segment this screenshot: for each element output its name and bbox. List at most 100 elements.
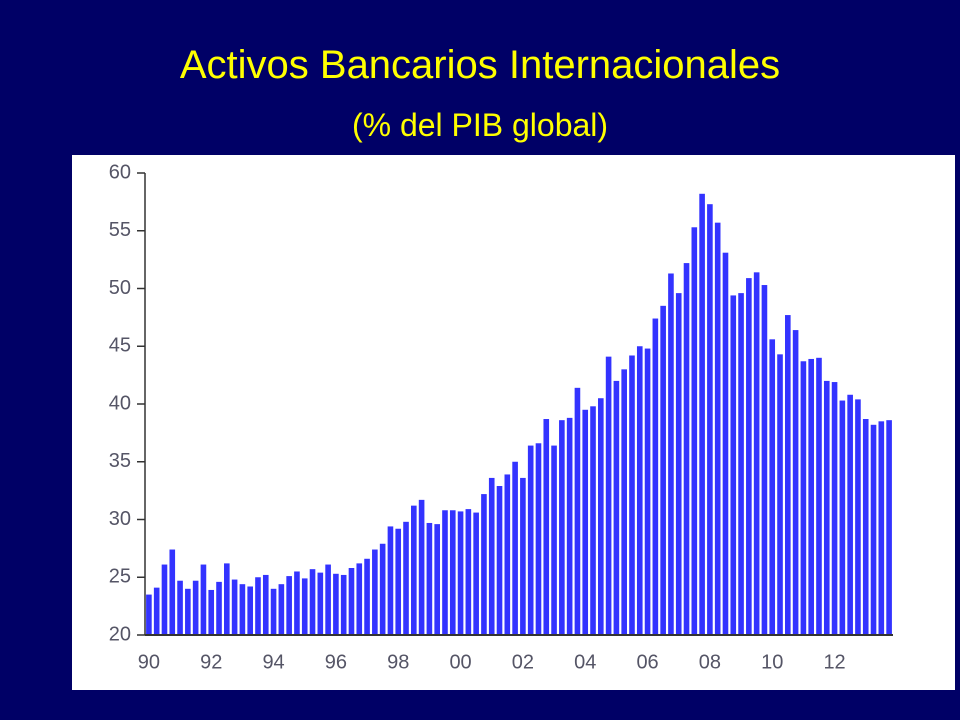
bar (777, 354, 783, 635)
bar (473, 512, 479, 635)
bar (753, 272, 760, 635)
bar (808, 358, 814, 635)
bar (886, 420, 892, 635)
bar (566, 417, 573, 635)
bar (333, 573, 339, 635)
bar (379, 543, 386, 635)
bar (683, 263, 690, 635)
bar (613, 380, 620, 635)
bar (340, 574, 347, 635)
bar (185, 588, 191, 635)
bar (247, 586, 253, 635)
x-tick-label: 98 (387, 651, 409, 673)
bar (878, 421, 885, 635)
bar (488, 477, 495, 635)
bar (457, 511, 464, 635)
bar (169, 549, 176, 635)
y-tick-label: 55 (109, 219, 131, 241)
bar (309, 569, 316, 635)
bar (200, 564, 207, 635)
bar (660, 305, 666, 635)
bar (862, 419, 869, 635)
bar (231, 579, 238, 635)
bar (239, 584, 246, 635)
x-tick-label: 06 (636, 651, 658, 673)
bar (590, 406, 596, 635)
bar (418, 499, 425, 635)
bar (278, 584, 285, 635)
y-tick-label: 45 (109, 335, 131, 357)
bar (153, 587, 160, 635)
y-tick-label: 25 (109, 566, 131, 588)
bar (192, 580, 199, 635)
bar (636, 346, 643, 635)
slide-subtitle: (% del PIB global) (352, 107, 608, 143)
bar (675, 293, 682, 635)
bar (449, 510, 456, 635)
bar (574, 387, 581, 635)
bar (286, 576, 292, 635)
bar (512, 461, 518, 635)
y-tick-label: 30 (109, 508, 131, 530)
bar (543, 419, 550, 635)
bar (800, 361, 807, 635)
bar (161, 564, 168, 635)
x-tick-label: 94 (262, 651, 284, 673)
bar (364, 558, 370, 635)
bar (255, 577, 261, 635)
bar (395, 528, 402, 635)
bar (769, 339, 776, 635)
bar (270, 588, 277, 635)
bar (317, 572, 324, 635)
bar (792, 330, 799, 635)
bar (356, 563, 363, 635)
bar (504, 474, 511, 635)
bar (668, 273, 674, 635)
bar (714, 222, 721, 636)
bar (855, 399, 861, 635)
bar (730, 295, 737, 635)
bar (644, 348, 651, 635)
bar (411, 505, 417, 635)
y-tick-label: 20 (109, 623, 131, 645)
y-tick-label: 50 (109, 277, 131, 299)
bar (746, 278, 752, 635)
bar (582, 409, 589, 635)
bar (294, 571, 300, 635)
bar (465, 509, 472, 635)
y-tick-label: 35 (109, 450, 131, 472)
bar (870, 424, 877, 635)
slide-title: Activos Bancarios Internacionales (180, 43, 780, 87)
bar (707, 204, 713, 635)
bar (785, 315, 791, 635)
bar (481, 494, 487, 635)
bar (262, 574, 269, 635)
bar (621, 369, 627, 635)
bar (761, 285, 768, 635)
bar (520, 477, 526, 635)
bar (652, 318, 659, 635)
bar (177, 580, 183, 635)
bar (224, 563, 230, 635)
bar (605, 356, 612, 635)
bar (559, 420, 565, 635)
x-tick-label: 90 (138, 651, 160, 673)
bar (372, 549, 378, 635)
bar (823, 380, 830, 635)
bar (403, 521, 409, 635)
bar (301, 578, 308, 635)
bar (146, 594, 152, 635)
bar (535, 443, 542, 635)
bar (325, 564, 331, 635)
bar (839, 400, 846, 635)
bar (216, 581, 222, 635)
bar (551, 445, 557, 635)
y-tick-label: 60 (109, 161, 131, 183)
bar (426, 522, 433, 635)
y-tick-label: 40 (109, 392, 131, 414)
x-tick-label: 10 (761, 651, 783, 673)
bar (527, 445, 534, 635)
x-tick-label: 12 (823, 651, 845, 673)
bar (816, 357, 822, 635)
